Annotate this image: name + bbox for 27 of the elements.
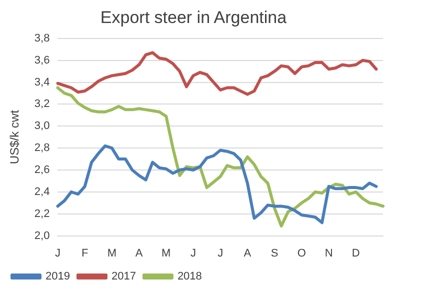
y-tick-label: 3,6 bbox=[34, 54, 50, 66]
legend-label: 2018 bbox=[177, 270, 202, 283]
legend-label: 2017 bbox=[111, 270, 136, 283]
legend-label: 2019 bbox=[46, 270, 70, 283]
x-tick-label: F bbox=[81, 247, 88, 260]
x-tick-label: A bbox=[135, 247, 144, 260]
y-tick-label: 3,8 bbox=[34, 32, 50, 44]
x-tick-label: M bbox=[162, 247, 171, 260]
y-tick-label: 2,0 bbox=[34, 230, 50, 242]
x-tick-label: J bbox=[218, 247, 224, 260]
x-tick-label: A bbox=[244, 247, 252, 260]
x-tick-label: J bbox=[54, 247, 60, 260]
chart-title: Export steer in Argentina bbox=[100, 8, 288, 27]
y-tick-label: 3,4 bbox=[34, 76, 50, 88]
y-tick-label: 2,6 bbox=[34, 164, 50, 176]
x-tick-label: M bbox=[107, 247, 116, 260]
x-tick-label: O bbox=[297, 247, 306, 260]
x-tick-label: D bbox=[352, 247, 360, 260]
y-tick-label: 2,4 bbox=[34, 186, 50, 198]
x-tick-label: S bbox=[270, 247, 278, 260]
y-tick-label: 2,8 bbox=[34, 142, 50, 154]
y-axis-title: US$/k cwt bbox=[8, 109, 22, 164]
x-tick-label: J bbox=[190, 247, 196, 260]
y-tick-label: 3,2 bbox=[34, 98, 50, 110]
y-tick-label: 3,0 bbox=[34, 120, 50, 132]
y-tick-label: 2,2 bbox=[34, 208, 50, 220]
x-tick-label: N bbox=[324, 247, 333, 260]
